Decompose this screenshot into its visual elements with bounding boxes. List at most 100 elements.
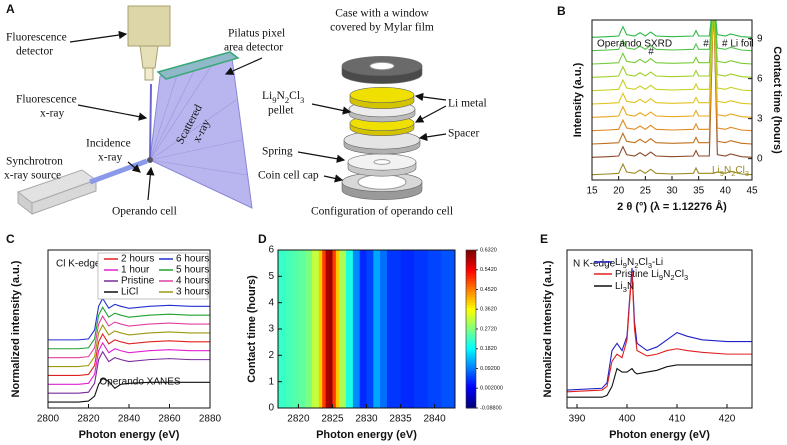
annotation: Operando SXRD bbox=[597, 39, 672, 50]
y-axis-title: Normalized Intensity (a.u.) bbox=[542, 260, 554, 397]
heatmap-cell bbox=[305, 250, 313, 408]
colorbar-step bbox=[466, 344, 476, 348]
colorbar-step bbox=[466, 379, 476, 383]
colorbar-step bbox=[466, 326, 476, 330]
arrow bbox=[69, 30, 128, 43]
y-tick-label: 6 bbox=[268, 245, 274, 256]
legend-label: 5 hours bbox=[176, 265, 209, 276]
series-line bbox=[592, 20, 752, 118]
label: Spring bbox=[262, 146, 293, 158]
colorbar-step bbox=[466, 315, 476, 319]
x-tick-label: 2835 bbox=[389, 414, 412, 425]
arrow bbox=[311, 103, 352, 115]
colorbar-step bbox=[466, 284, 476, 288]
y-tick-label: 1 bbox=[268, 376, 274, 387]
colorbar-step bbox=[466, 318, 476, 322]
detector bbox=[127, 5, 171, 47]
series-line bbox=[592, 20, 752, 158]
colorbar-step bbox=[466, 336, 476, 341]
arrow bbox=[77, 104, 148, 121]
colorbar-step bbox=[466, 331, 476, 335]
arrow bbox=[418, 132, 447, 142]
colorbar-step bbox=[466, 255, 476, 259]
x-tick-label: 2840 bbox=[423, 414, 446, 425]
annotation: Cl K-edge bbox=[56, 259, 101, 270]
arrow bbox=[414, 105, 447, 123]
colorbar-step bbox=[466, 381, 476, 385]
label: detector bbox=[16, 46, 53, 58]
x-tick-label: 410 bbox=[669, 414, 686, 425]
y-axis-title: Intensity (a.u.) bbox=[572, 62, 584, 137]
y-tick-label: 4 bbox=[268, 297, 274, 308]
x-tick-label: 400 bbox=[619, 414, 636, 425]
heatmap-cell bbox=[291, 250, 299, 408]
colorbar-step bbox=[466, 281, 476, 285]
x-tick-label: 20 bbox=[613, 186, 625, 197]
colorbar-step bbox=[466, 339, 476, 343]
detector-nozzle bbox=[139, 45, 159, 69]
plot-area bbox=[278, 250, 455, 408]
colorbar-step bbox=[466, 365, 476, 369]
heatmap-cell bbox=[318, 250, 323, 408]
label: Incidence bbox=[86, 138, 131, 150]
heatmap-cell bbox=[312, 250, 320, 408]
legend-label: 2 hours bbox=[121, 254, 154, 265]
heatmap-cell bbox=[400, 250, 415, 408]
x-tick-label: 390 bbox=[569, 414, 586, 425]
x-tick-label: 30 bbox=[666, 186, 678, 197]
colorbar-step bbox=[466, 310, 476, 314]
x-axis-title: Photon energy (eV) bbox=[79, 429, 180, 441]
heatmap-cell bbox=[366, 250, 374, 408]
label: area detector bbox=[224, 42, 283, 54]
x-axis-title: Photon energy (eV) bbox=[316, 429, 417, 441]
caption: Configuration of operando cell bbox=[311, 206, 453, 218]
series-line bbox=[592, 20, 752, 145]
heatmap-cell bbox=[359, 250, 367, 408]
x-tick-label: 2880 bbox=[199, 414, 222, 425]
fluorescence-beam bbox=[149, 83, 152, 161]
label: Spacer bbox=[448, 128, 479, 140]
heatmap-cell bbox=[352, 250, 361, 408]
heatmap-cell bbox=[441, 250, 455, 408]
colorbar-step bbox=[466, 384, 476, 388]
colorbar-tick-label: 0.5420 bbox=[480, 267, 497, 273]
colorbar-step bbox=[466, 313, 476, 317]
series-line bbox=[592, 20, 752, 52]
pilatus-detector bbox=[156, 51, 240, 80]
annotation: N K-edge bbox=[573, 259, 616, 270]
series-line bbox=[48, 315, 210, 359]
x-tick-label: 2840 bbox=[118, 414, 141, 425]
series-line bbox=[592, 20, 752, 38]
legend-label: Pristine Li9N2Cl3 bbox=[615, 269, 688, 283]
colorbar-step bbox=[466, 265, 476, 269]
plot-area bbox=[592, 20, 752, 176]
colorbar-step bbox=[466, 271, 476, 275]
series-line bbox=[592, 20, 752, 65]
colorbar-step bbox=[466, 278, 476, 283]
cell-layer-top bbox=[349, 87, 415, 103]
series-line bbox=[592, 20, 752, 78]
heatmap-cell bbox=[339, 250, 347, 408]
label: x-ray bbox=[98, 152, 123, 164]
arrow bbox=[297, 151, 346, 163]
heatmap-cell bbox=[329, 250, 333, 408]
colorbar-step bbox=[466, 250, 476, 254]
colorbar-step bbox=[466, 329, 476, 333]
annotation: # Li foil bbox=[722, 39, 754, 50]
colorbar-tick-label: 0.3620 bbox=[480, 307, 497, 313]
heatmap-cell bbox=[332, 250, 337, 408]
x-tick-label: 15 bbox=[586, 186, 598, 197]
series-line bbox=[592, 20, 752, 132]
colorbar-step bbox=[466, 292, 476, 296]
arrow bbox=[414, 92, 447, 102]
legend-label: Li9N2Cl3 bbox=[712, 165, 749, 179]
colorbar-step bbox=[466, 260, 476, 264]
plot-area bbox=[567, 267, 752, 398]
heatmap-cell bbox=[380, 250, 388, 408]
colorbar-step bbox=[466, 402, 476, 406]
colorbar-tick-label: -0.08800 bbox=[480, 405, 502, 411]
colorbar-step bbox=[466, 305, 476, 309]
y-tick-label: 2 bbox=[268, 350, 274, 361]
legend-label: 4 hours bbox=[176, 276, 209, 287]
colorbar-step bbox=[466, 386, 476, 391]
